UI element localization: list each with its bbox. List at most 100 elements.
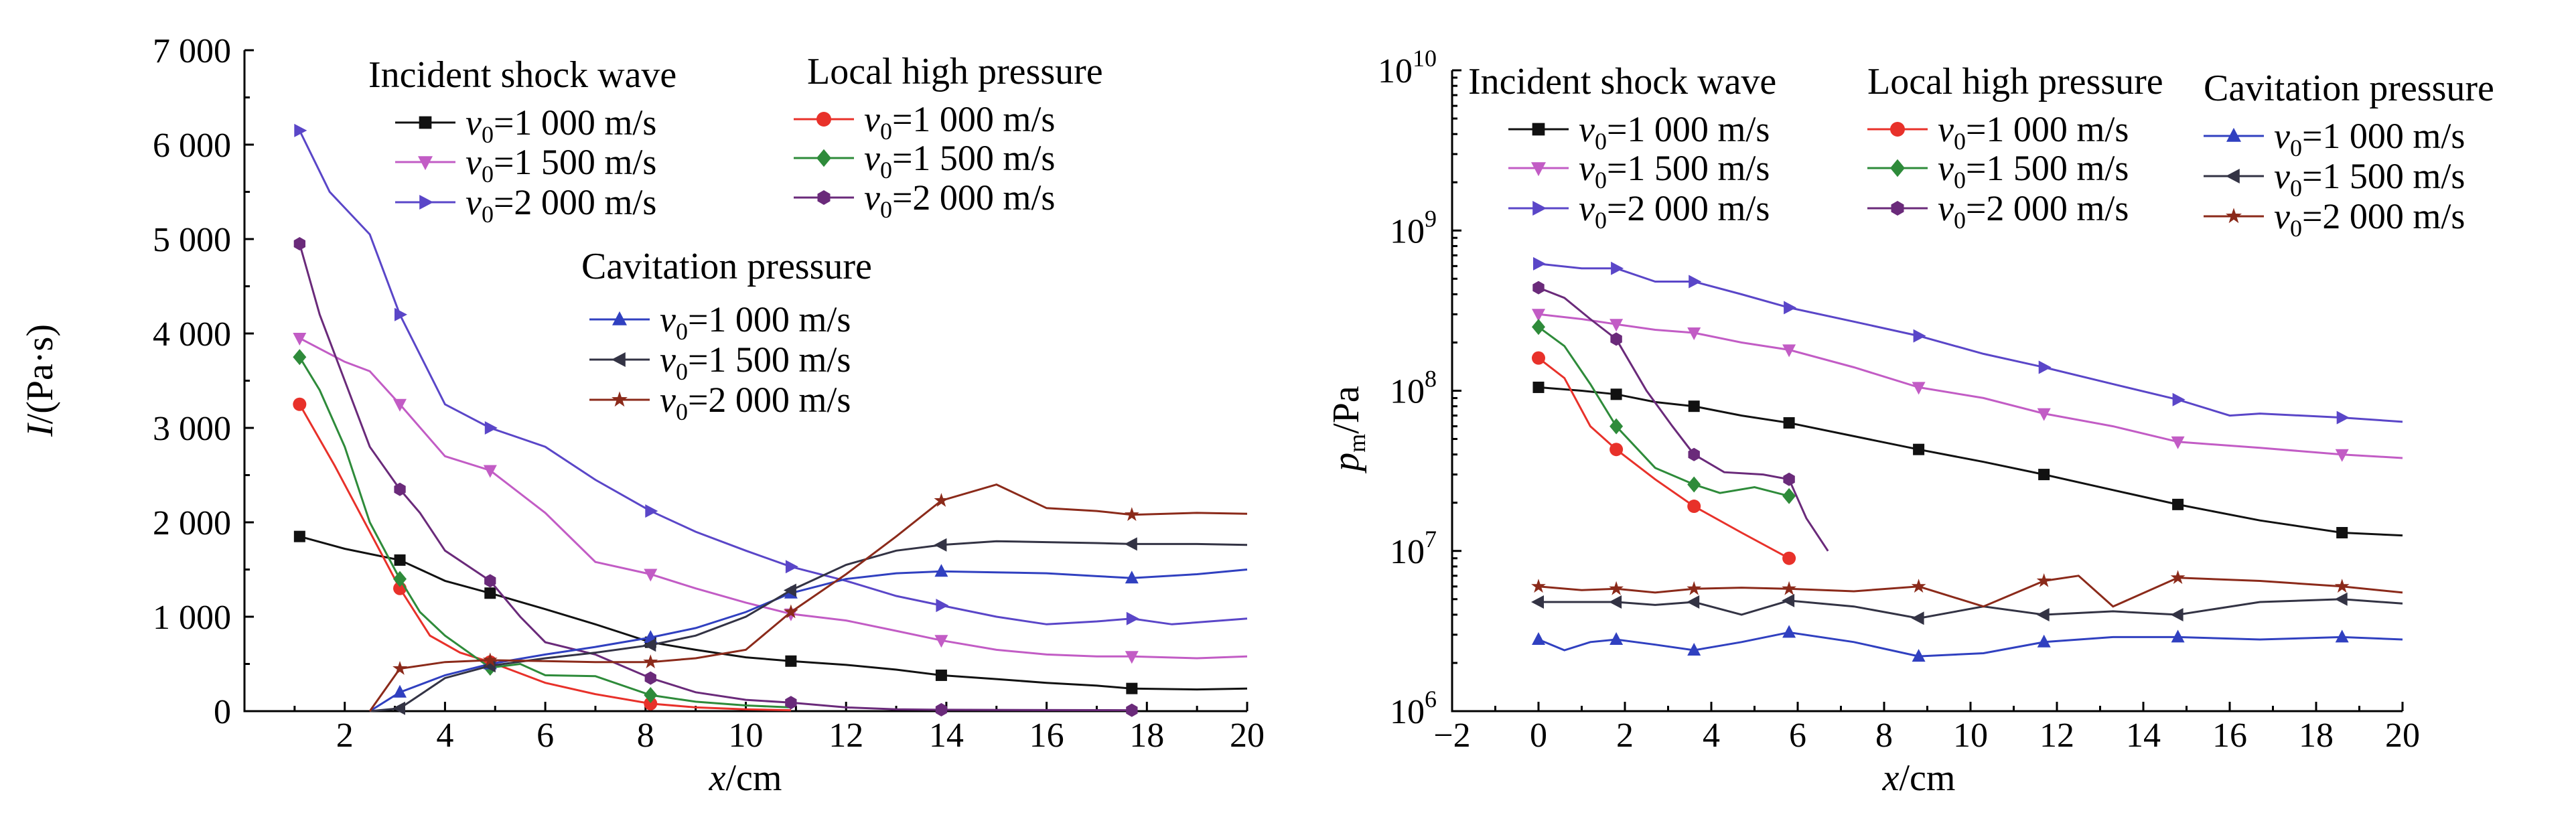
right-y-axis-ticks: 106 107 108 109 1010 bbox=[1378, 45, 1461, 731]
left-data-point-marker bbox=[293, 237, 305, 250]
right-data-point-marker bbox=[1532, 319, 1545, 335]
right-data-point-marker bbox=[1782, 625, 1796, 638]
right-series-local-high-pressure-3 bbox=[1532, 351, 1796, 565]
left-legend-title-cavitation: Cavitation pressure bbox=[581, 246, 872, 287]
left-legend-entry: v0=1 500 m/s bbox=[794, 138, 1055, 183]
left-data-point-marker bbox=[785, 696, 797, 710]
right-data-point-marker bbox=[2170, 570, 2186, 585]
right-data-point-marker bbox=[2037, 634, 2051, 648]
right-data-point-marker bbox=[2336, 526, 2348, 538]
left-series-line bbox=[298, 130, 1248, 625]
left-y-axis-symbol: I bbox=[19, 423, 61, 437]
left-legend-entry-label: v0=1 500 m/s bbox=[864, 138, 1055, 183]
right-data-point-marker bbox=[1610, 332, 1622, 346]
left-y-axis-ticks: 0 1 000 2 000 3 000 4 000 5 000 6 000 7 000 bbox=[153, 32, 254, 731]
left-legend-marker-swatch bbox=[418, 156, 433, 171]
left-data-point-marker bbox=[293, 349, 307, 366]
left-data-point-marker bbox=[785, 655, 797, 667]
right-legend-title-cavitation: Cavitation pressure bbox=[2204, 68, 2494, 109]
right-legend-entry-label: v0=1 500 m/s bbox=[2274, 156, 2465, 202]
left-series-line bbox=[368, 483, 1248, 712]
left-data-point-marker bbox=[484, 587, 496, 599]
left-y-tick-label: 3 000 bbox=[153, 410, 231, 448]
right-data-point-marker bbox=[2335, 449, 2349, 462]
right-legend-entry-label: v0=1 000 m/s bbox=[1938, 109, 2129, 155]
right-legend-entry-label: v0=1 000 m/s bbox=[2274, 116, 2465, 161]
right-series-line bbox=[1538, 631, 2403, 658]
right-y-tick-label: 107 bbox=[1390, 526, 1437, 571]
left-data-point-marker bbox=[293, 333, 307, 346]
right-data-point-marker bbox=[2170, 608, 2184, 621]
left-data-point-marker bbox=[644, 569, 658, 582]
left-data-point-marker bbox=[392, 661, 407, 675]
left-data-point-marker bbox=[934, 493, 949, 507]
right-data-point-marker bbox=[2171, 629, 2185, 643]
left-data-point-marker bbox=[643, 654, 658, 668]
right-x-tick-label: 18 bbox=[2299, 717, 2334, 755]
left-x-axis-title: x/cm bbox=[709, 757, 782, 799]
right-x-tick-label: 20 bbox=[2385, 717, 2420, 755]
right-legend-entry: v0=2 000 m/s bbox=[1508, 188, 1770, 234]
right-data-point-marker bbox=[2038, 469, 2050, 481]
right-legend-entry: v0=1 000 m/s bbox=[1867, 109, 2129, 155]
left-legend-entry-label: v0=2 000 m/s bbox=[466, 182, 656, 228]
left-legend-entry: v0=1 000 m/s bbox=[395, 102, 656, 148]
right-data-point-marker bbox=[1688, 447, 1700, 461]
right-legend: Incident shock wave Local high pressure … bbox=[1468, 61, 2494, 242]
left-data-point-marker bbox=[394, 554, 406, 566]
left-data-point-marker bbox=[1125, 651, 1139, 664]
right-series-line bbox=[1538, 287, 1829, 552]
right-y-axis-title: pm/Pa bbox=[1326, 386, 1370, 474]
right-data-point-marker bbox=[1687, 327, 1701, 340]
left-data-point-marker bbox=[935, 702, 948, 717]
right-data-point-marker bbox=[1784, 301, 1797, 315]
left-data-point-marker bbox=[644, 671, 656, 685]
right-legend-entry-label: v0=2 000 m/s bbox=[1938, 188, 2129, 234]
right-legend-marker-swatch bbox=[1890, 122, 1905, 137]
right-data-point-marker bbox=[1687, 643, 1701, 656]
right-y-axis-unit: /Pa bbox=[1326, 386, 1367, 434]
right-data-point-marker bbox=[1688, 400, 1700, 412]
left-x-tick-label: 8 bbox=[637, 717, 654, 755]
right-data-point-marker bbox=[1533, 256, 1546, 271]
right-y-tick-label: 1010 bbox=[1378, 45, 1437, 90]
right-legend-entry-label: v0=2 000 m/s bbox=[2274, 196, 2465, 242]
right-data-point-marker bbox=[1609, 581, 1624, 595]
left-legend-title-incident: Incident shock wave bbox=[368, 54, 676, 96]
right-data-point-marker bbox=[1911, 579, 1926, 593]
left-data-point-marker bbox=[293, 530, 305, 542]
left-data-point-marker bbox=[482, 652, 498, 667]
right-x-tick-label: 6 bbox=[1789, 717, 1806, 755]
right-series-incident-shock-wave-2 bbox=[1533, 256, 2403, 425]
left-y-axis-title: I/(Pa·s) bbox=[19, 324, 61, 437]
left-series-cavitation-pressure-8 bbox=[368, 483, 1248, 712]
right-data-point-marker bbox=[1532, 309, 1545, 322]
right-data-point-marker bbox=[1687, 595, 1700, 609]
left-data-point-marker bbox=[643, 638, 656, 652]
left-data-point-marker bbox=[484, 421, 498, 435]
right-data-point-marker bbox=[1531, 579, 1546, 593]
right-y-tick-label: 109 bbox=[1390, 205, 1437, 250]
left-series-group bbox=[293, 123, 1248, 717]
right-data-point-marker bbox=[1689, 275, 1702, 289]
right-data-point-marker bbox=[1610, 388, 1622, 400]
left-data-point-marker bbox=[293, 397, 307, 411]
right-data-point-marker bbox=[1532, 381, 1545, 393]
right-legend-title-local: Local high pressure bbox=[1867, 61, 2163, 102]
right-data-point-marker bbox=[2334, 579, 2350, 593]
left-data-point-marker bbox=[645, 504, 658, 518]
right-data-point-marker bbox=[1611, 261, 1624, 275]
left-data-point-marker bbox=[484, 574, 496, 588]
left-data-point-marker bbox=[644, 687, 658, 703]
left-y-tick-label: 1 000 bbox=[153, 599, 231, 637]
right-data-point-marker bbox=[1912, 382, 1926, 395]
left-data-point-marker bbox=[783, 604, 798, 619]
right-series-cavitation-pressure-8 bbox=[1531, 570, 2403, 608]
left-legend-marker-swatch bbox=[816, 149, 831, 167]
left-data-point-marker bbox=[1126, 611, 1139, 625]
right-legend-marker-swatch bbox=[1532, 123, 1545, 136]
right-x-tick-label: 14 bbox=[2126, 717, 2161, 755]
right-legend-entry-label: v0=1 000 m/s bbox=[1579, 109, 1770, 155]
right-x-axis-title: x/cm bbox=[1882, 757, 1956, 799]
